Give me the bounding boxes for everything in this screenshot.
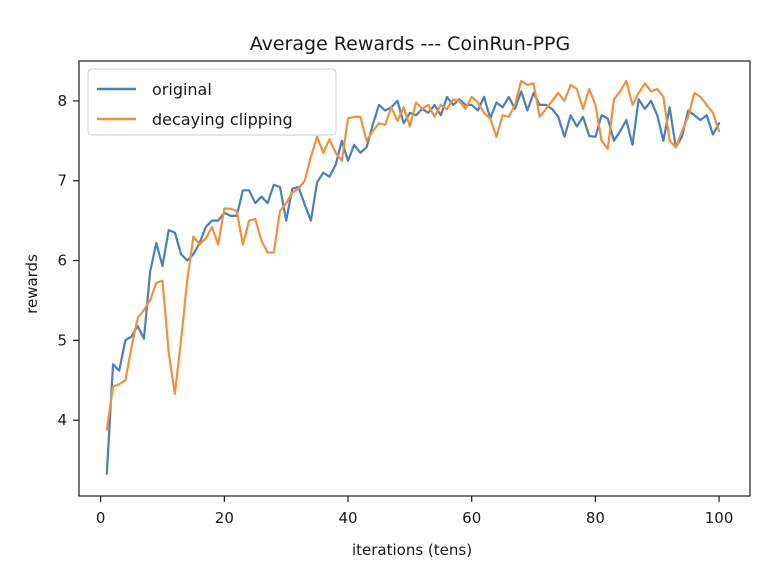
x-tick-label: 60 <box>462 509 481 527</box>
y-tick-label: 8 <box>57 92 67 110</box>
y-tick-label: 4 <box>57 411 67 429</box>
y-tick-label: 7 <box>57 172 67 190</box>
x-tick-label: 80 <box>586 509 605 527</box>
legend-box <box>87 68 337 136</box>
y-tick-label: 5 <box>57 331 67 349</box>
legend-label-2: decaying clipping <box>152 110 293 129</box>
y-axis-label: rewards <box>23 254 41 314</box>
x-tick-label: 20 <box>215 509 234 527</box>
y-tick-label: 6 <box>57 252 67 270</box>
legend: original decaying clipping <box>87 68 337 136</box>
plot-area-frame <box>78 60 751 497</box>
axis-ticks: 0 20 40 60 80 100 4 5 6 7 8 <box>57 92 733 527</box>
lines-layer <box>105 79 721 475</box>
x-axis-label: iterations (tens) <box>352 541 472 559</box>
x-tick-label: 100 <box>705 509 734 527</box>
series-line-1 <box>105 90 721 475</box>
legend-label-1: original <box>152 80 212 99</box>
x-tick-label: 0 <box>96 509 106 527</box>
series-line-2 <box>105 79 721 431</box>
chart-title: Average Rewards --- CoinRun-PPG <box>250 33 571 55</box>
x-tick-label: 40 <box>338 509 357 527</box>
